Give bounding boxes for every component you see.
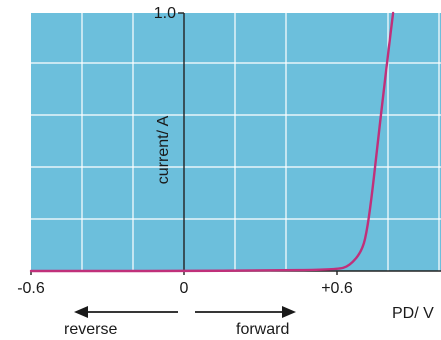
x-tick-label: 0 <box>180 280 189 297</box>
forward-arrow <box>195 306 296 318</box>
series-layer <box>29 11 395 273</box>
x-axis-label: PD/ V <box>392 305 434 322</box>
grid-lines <box>31 13 441 271</box>
x-tick-label: +0.6 <box>321 280 353 297</box>
y-tick-label: 1.0 <box>154 5 176 22</box>
iv-curve-line <box>29 11 395 273</box>
plot-panel <box>31 13 441 271</box>
reverse-label: reverse <box>64 321 117 338</box>
x-tick-label: -0.6 <box>17 280 45 297</box>
y-axis-label: current/ A <box>155 115 172 184</box>
reverse-arrow <box>74 306 178 318</box>
tick-labels: -0.6 0 +0.6 1.0 <box>17 5 353 297</box>
forward-label: forward <box>236 321 289 338</box>
